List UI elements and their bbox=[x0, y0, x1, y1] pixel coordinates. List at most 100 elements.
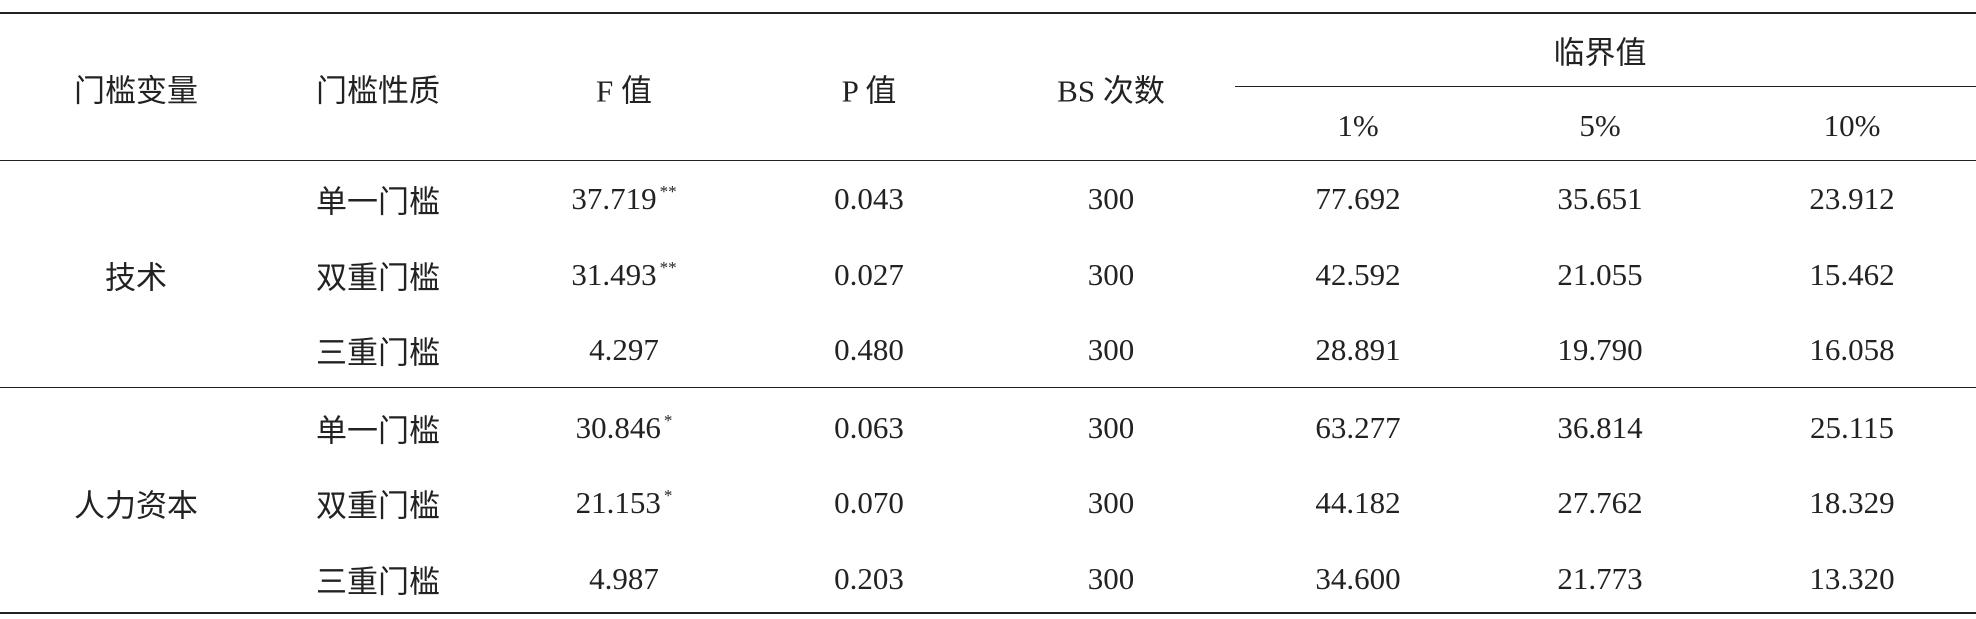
header-cell-text: F 值 bbox=[596, 73, 652, 109]
cell: 30.846 * bbox=[576, 410, 673, 446]
cell-text: 300 bbox=[1087, 409, 1135, 445]
significance: ** bbox=[659, 182, 677, 201]
cell-text: 44.182 bbox=[1315, 485, 1401, 520]
cell: 300 bbox=[1088, 410, 1135, 446]
cell: 25.115 bbox=[1810, 410, 1894, 446]
group-label: 技术 bbox=[105, 252, 167, 297]
header-cell-text: 1% bbox=[1337, 108, 1379, 143]
cell-text: 28.891 bbox=[1315, 332, 1401, 367]
header-cell-text: 临界值 bbox=[1553, 35, 1647, 71]
cell-text: 34.600 bbox=[1315, 560, 1401, 596]
header-cell: 门槛性质 bbox=[316, 66, 440, 111]
cell-text: 0.203 bbox=[834, 560, 904, 596]
cell-text: 25.115 bbox=[1809, 409, 1895, 445]
cell: 18.329 bbox=[1809, 485, 1894, 521]
cell-text: 单一门槛 bbox=[316, 413, 440, 448]
cell: 单一门槛 bbox=[316, 405, 440, 450]
cell: 13.320 bbox=[1809, 561, 1894, 597]
cell: 16.058 bbox=[1809, 332, 1894, 368]
critical-rule bbox=[1235, 86, 1976, 87]
cell-text: 300 bbox=[1087, 560, 1135, 596]
cell-text: 27.762 bbox=[1557, 485, 1643, 520]
cell: 34.600 bbox=[1315, 561, 1400, 597]
cell-text: 15.462 bbox=[1809, 256, 1895, 292]
cell-text: 23.912 bbox=[1809, 181, 1895, 216]
group-label-text: 技术 bbox=[105, 260, 167, 295]
header-cell-text: BS 次数 bbox=[1057, 73, 1165, 109]
header-rule bbox=[0, 160, 1976, 161]
significance: * bbox=[663, 410, 673, 430]
cell-text: 42.592 bbox=[1315, 256, 1401, 292]
cell-text: 31.493 bbox=[571, 256, 657, 292]
cell-text: 300 bbox=[1087, 256, 1135, 292]
cell: 36.814 bbox=[1557, 410, 1642, 446]
cell: 27.762 bbox=[1557, 485, 1642, 521]
cell: 三重门槛 bbox=[316, 328, 440, 373]
cell: 19.790 bbox=[1557, 332, 1642, 368]
cell: 300 bbox=[1088, 561, 1135, 597]
header-cell: 5% bbox=[1579, 108, 1620, 144]
cell-text: 单一门槛 bbox=[316, 184, 440, 220]
cell-text: 0.043 bbox=[834, 181, 904, 216]
header-cell: 1% bbox=[1337, 108, 1378, 144]
top-rule bbox=[0, 12, 1976, 14]
cell: 0.480 bbox=[834, 332, 904, 368]
cell: 三重门槛 bbox=[316, 556, 440, 601]
group-label: 人力资本 bbox=[74, 481, 198, 526]
cell: 双重门槛 bbox=[316, 252, 440, 297]
cell-text: 18.329 bbox=[1809, 485, 1895, 520]
cell-text: 4.987 bbox=[589, 560, 659, 596]
cell: 300 bbox=[1088, 332, 1135, 368]
cell-text: 双重门槛 bbox=[316, 260, 440, 295]
cell-text: 21.055 bbox=[1557, 256, 1643, 292]
cell: 31.493 ** bbox=[571, 257, 676, 293]
header-cell: BS 次数 bbox=[1057, 66, 1165, 111]
cell: 63.277 bbox=[1315, 410, 1400, 446]
cell: 300 bbox=[1088, 181, 1135, 217]
cell-text: 16.058 bbox=[1809, 332, 1895, 367]
significance: ** bbox=[659, 257, 677, 277]
cell-text: 19.790 bbox=[1557, 332, 1643, 367]
cell-text: 77.692 bbox=[1315, 181, 1401, 216]
header-cell: F 值 bbox=[596, 66, 652, 111]
cell: 21.055 bbox=[1557, 257, 1642, 293]
cell: 0.070 bbox=[834, 485, 904, 521]
cell-text: 4.297 bbox=[589, 332, 659, 367]
cell: 300 bbox=[1088, 257, 1135, 293]
cell: 42.592 bbox=[1315, 257, 1400, 293]
cell-text: 21.773 bbox=[1557, 560, 1643, 596]
header-cell: 临界值 bbox=[1554, 28, 1647, 73]
significance: * bbox=[663, 486, 673, 505]
cell: 4.297 bbox=[589, 332, 659, 368]
cell-text: 300 bbox=[1087, 332, 1135, 367]
cell: 21.773 bbox=[1557, 561, 1642, 597]
cell: 28.891 bbox=[1315, 332, 1400, 368]
cell-text: 63.277 bbox=[1315, 409, 1401, 445]
cell-text: 三重门槛 bbox=[316, 564, 440, 599]
cell: 44.182 bbox=[1315, 485, 1400, 521]
cell: 21.153 * bbox=[576, 485, 673, 521]
cell-text: 36.814 bbox=[1557, 409, 1643, 445]
cell: 35.651 bbox=[1557, 181, 1642, 217]
header-cell-text: 门槛变量 bbox=[74, 73, 198, 109]
cell-text: 35.651 bbox=[1557, 181, 1643, 216]
header-cell: 10% bbox=[1824, 108, 1881, 144]
header-cell-text: 10% bbox=[1823, 108, 1881, 143]
cell-text: 0.480 bbox=[834, 332, 904, 367]
cell-text: 0.027 bbox=[834, 256, 904, 292]
cell: 双重门槛 bbox=[316, 481, 440, 526]
cell-text: 0.063 bbox=[834, 409, 904, 445]
cell: 77.692 bbox=[1315, 181, 1400, 217]
header-cell-text: P 值 bbox=[841, 73, 897, 109]
cell: 4.987 bbox=[589, 561, 659, 597]
cell-text: 21.153 bbox=[575, 485, 661, 520]
cell-text: 13.320 bbox=[1809, 560, 1895, 596]
header-cell: 门槛变量 bbox=[74, 66, 198, 111]
cell-text: 三重门槛 bbox=[316, 335, 440, 371]
bottom-rule bbox=[0, 612, 1976, 614]
cell-text: 30.846 bbox=[575, 409, 661, 445]
cell: 0.063 bbox=[834, 410, 904, 446]
cell: 0.203 bbox=[834, 561, 904, 597]
header-cell-text: 5% bbox=[1579, 108, 1621, 143]
cell-text: 双重门槛 bbox=[316, 488, 440, 524]
